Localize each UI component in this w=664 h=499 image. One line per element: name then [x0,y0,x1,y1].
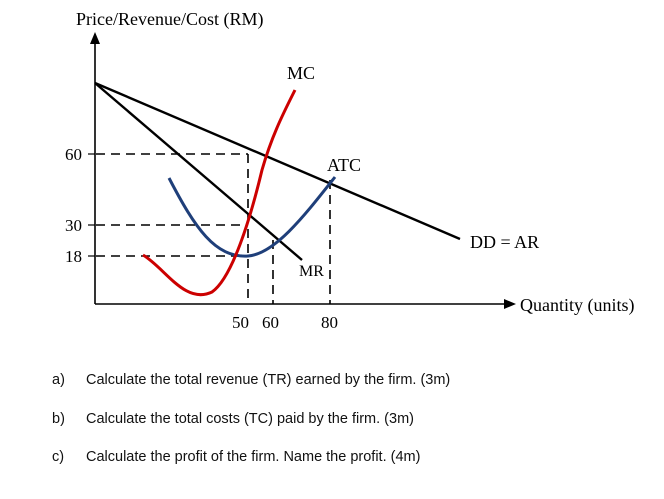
mr-label: MR [299,263,324,280]
mr-curve [94,82,303,261]
question-text: Calculate the total revenue (TR) earned … [86,372,451,388]
mc-curve [142,89,297,296]
y-tick-label-60: 60 [65,145,82,164]
economics-diagram: Price/Revenue/Cost (RM) Quantity (units)… [65,9,635,332]
y-tick-label-30: 30 [65,216,82,235]
atc-label: ATC [327,155,361,175]
question-list: a) Calculate the total revenue (TR) earn… [52,372,652,488]
x-tick-label-80: 80 [321,313,338,332]
question-letter: b) [52,410,65,427]
y-axis-label: Price/Revenue/Cost (RM) [76,9,263,30]
y-axis-arrow [90,32,100,44]
demand-ar-curve [94,81,461,241]
x-axis-label: Quantity (units) [520,295,635,316]
question-a: a) Calculate the total revenue (TR) earn… [52,372,652,411]
x-tick-label-50: 50 [232,313,249,332]
y-tick-label-18: 18 [65,247,82,266]
mc-label: MC [287,63,315,83]
demand-ar-label: DD = AR [470,232,539,252]
atc-curve [167,176,337,258]
x-tick-label-60: 60 [262,313,279,332]
question-text: Calculate the total costs (TC) paid by t… [86,410,414,427]
question-letter: a) [52,372,65,388]
question-b: b) Calculate the total costs (TC) paid b… [52,411,652,450]
question-letter: c) [52,449,65,465]
x-axis-arrow [504,299,516,309]
question-c: c) Calculate the profit of the firm. Nam… [52,449,652,488]
question-text: Calculate the profit of the firm. Name t… [86,449,421,465]
